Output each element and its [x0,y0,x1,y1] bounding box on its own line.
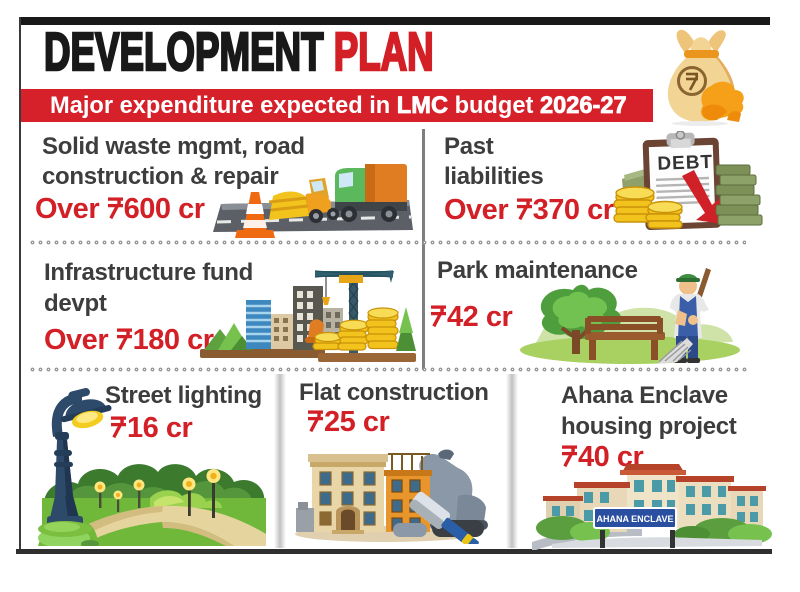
svg-text:AHANA ENCLAVE: AHANA ENCLAVE [596,514,673,524]
svg-text:DEBT: DEBT [657,152,713,175]
